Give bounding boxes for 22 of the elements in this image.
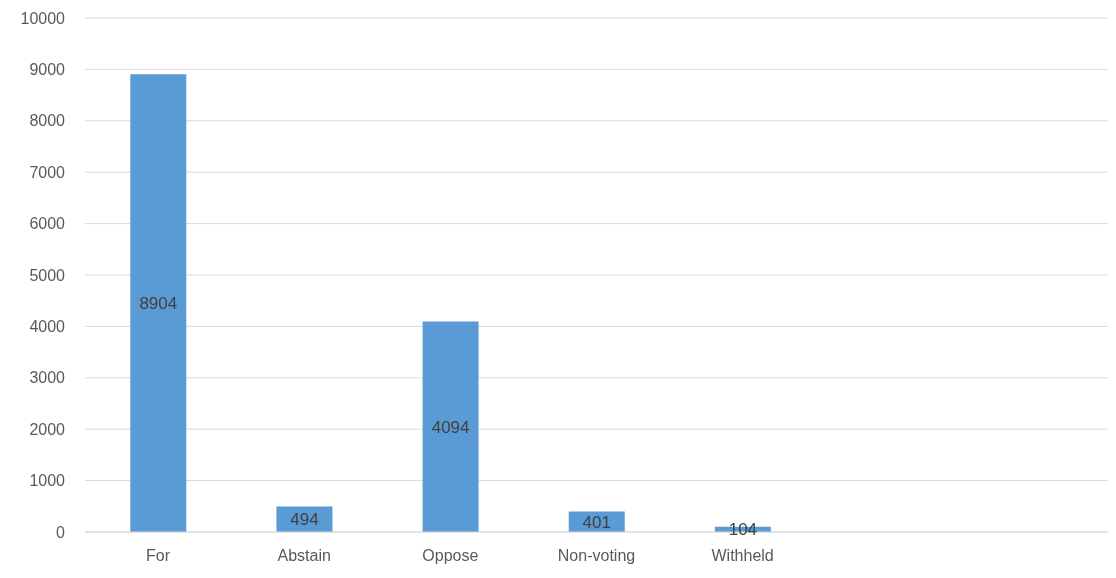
y-tick-label: 6000 [29, 215, 66, 233]
y-tick-label: 2000 [29, 420, 66, 438]
y-tick-label: 4000 [29, 318, 66, 336]
x-tick-label: Withheld [711, 547, 774, 565]
y-tick-label: 3000 [29, 369, 66, 387]
x-tick-label: Abstain [277, 547, 331, 565]
y-tick-label: 10000 [20, 9, 66, 27]
y-tick-label: 5000 [29, 266, 66, 284]
y-tick-label: 0 [56, 523, 66, 541]
y-tick-label: 9000 [29, 61, 66, 79]
x-tick-label: Oppose [422, 547, 479, 565]
y-tick-label: 1000 [29, 472, 66, 490]
data-label: 4094 [431, 417, 470, 437]
y-tick-label: 8000 [29, 112, 66, 130]
x-tick-label: For [146, 547, 171, 565]
data-label: 8904 [139, 294, 178, 314]
y-tick-label: 7000 [29, 163, 66, 181]
x-tick-label: Non-voting [557, 547, 636, 565]
data-label: 401 [582, 512, 611, 532]
bar [130, 74, 187, 532]
bar [422, 321, 479, 532]
data-label: 494 [290, 510, 319, 530]
